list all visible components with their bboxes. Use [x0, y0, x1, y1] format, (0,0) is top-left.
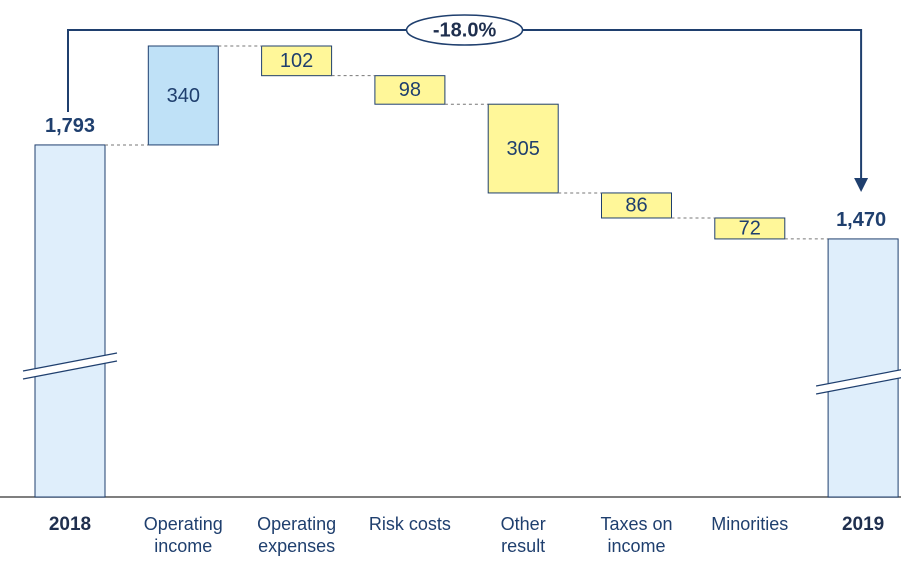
delta-bar [374, 75, 446, 105]
x-tick-label: Operating income [143, 514, 223, 556]
axis-break [23, 353, 117, 379]
x-tick-label: Other result [500, 514, 546, 556]
delta-bar [601, 192, 672, 219]
value-label: 340 [167, 85, 200, 107]
axis-break-line [22, 352, 118, 372]
axis-break [816, 369, 901, 394]
annotation: -18.0% [433, 19, 497, 41]
axis-break-line [815, 369, 901, 387]
x-tick-label: Minorities [711, 514, 789, 534]
total-label: 1,793 [45, 115, 95, 137]
value-label: 72 [739, 218, 761, 240]
arrow-head [854, 178, 869, 192]
total-bar [827, 238, 899, 498]
delta-bar [147, 45, 219, 146]
annotation-badge [405, 14, 524, 46]
total-label: 1,470 [836, 209, 886, 231]
x-tick-label: 2018 [48, 514, 92, 535]
axis-break-line [22, 360, 118, 380]
value-label: 102 [280, 50, 313, 72]
delta-bar [261, 45, 333, 77]
delta-bar [714, 217, 786, 240]
x-tick-label: Risk costs [368, 514, 451, 534]
x-tick-label: 2019 [841, 514, 885, 535]
x-tick-label: Taxes on income [600, 514, 673, 556]
value-label: 305 [507, 138, 540, 160]
x-tick-label: Operating expenses [257, 514, 337, 556]
axis-break-line [815, 377, 901, 395]
delta-bar [487, 103, 559, 194]
value-label: 86 [625, 195, 647, 217]
value-label: 98 [399, 79, 421, 101]
total-bar [34, 144, 106, 498]
